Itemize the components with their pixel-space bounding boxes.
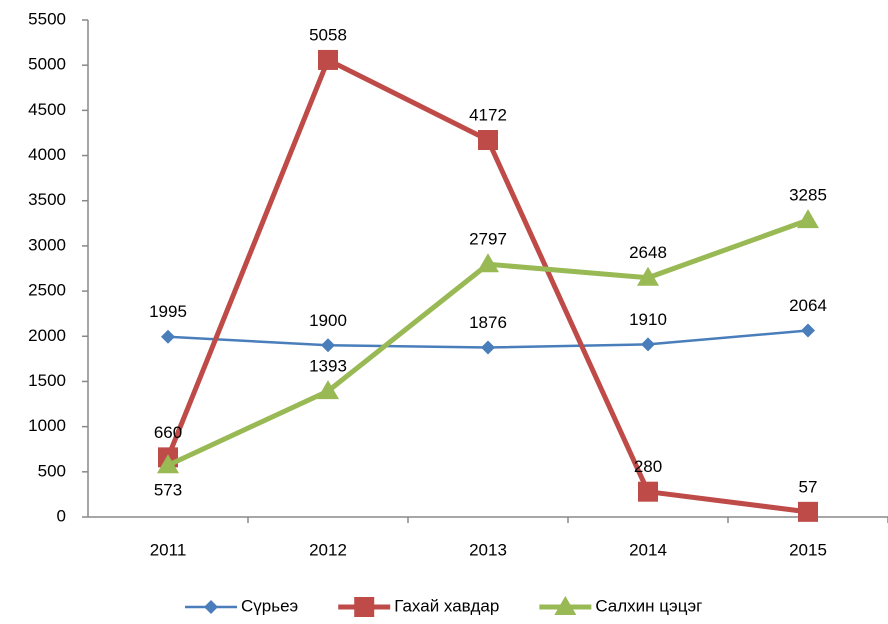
data-label: 1910 bbox=[629, 310, 667, 329]
marker bbox=[637, 266, 659, 286]
y-tick-label: 5000 bbox=[28, 55, 66, 74]
y-tick-label: 2000 bbox=[28, 326, 66, 345]
marker bbox=[798, 501, 818, 522]
data-label: 57 bbox=[799, 477, 818, 496]
marker bbox=[354, 597, 375, 617]
y-tick-label: 2500 bbox=[28, 281, 66, 300]
y-tick-label: 3500 bbox=[28, 190, 66, 209]
legend-label: Салхин цэцэг bbox=[595, 596, 702, 615]
y-tick-label: 0 bbox=[57, 506, 66, 525]
data-label: 1995 bbox=[149, 302, 187, 321]
marker bbox=[797, 209, 819, 229]
y-tick-label: 3000 bbox=[28, 235, 66, 254]
data-label: 1900 bbox=[309, 311, 347, 330]
marker bbox=[478, 130, 498, 151]
data-label: 2797 bbox=[469, 230, 507, 249]
y-tick-label: 1500 bbox=[28, 371, 66, 390]
marker bbox=[321, 338, 335, 353]
x-tick-label: 2015 bbox=[789, 540, 827, 559]
data-label: 4172 bbox=[469, 105, 507, 124]
y-tick-label: 500 bbox=[38, 461, 66, 480]
marker bbox=[641, 337, 655, 352]
marker bbox=[554, 596, 577, 615]
data-label: 2064 bbox=[789, 296, 827, 315]
data-label: 1876 bbox=[469, 313, 507, 332]
marker bbox=[481, 340, 495, 355]
marker bbox=[801, 323, 815, 338]
marker bbox=[317, 380, 339, 400]
x-tick-label: 2013 bbox=[469, 540, 507, 559]
legend-label: Гахай хавдар bbox=[394, 596, 499, 615]
marker bbox=[477, 253, 499, 273]
x-tick-label: 2014 bbox=[629, 540, 667, 559]
marker bbox=[638, 481, 658, 502]
data-label: 2648 bbox=[629, 243, 667, 262]
data-label: 280 bbox=[634, 457, 662, 476]
data-label: 660 bbox=[154, 423, 182, 442]
data-label: 573 bbox=[154, 481, 182, 500]
x-tick-label: 2012 bbox=[309, 540, 347, 559]
y-tick-label: 4000 bbox=[28, 145, 66, 164]
x-tick-label: 2011 bbox=[150, 540, 187, 559]
marker bbox=[318, 49, 338, 70]
legend-label: Сүрьеэ bbox=[241, 596, 298, 615]
y-tick-label: 1000 bbox=[28, 416, 66, 435]
marker bbox=[204, 600, 218, 614]
data-label: 3285 bbox=[789, 186, 827, 205]
y-tick-label: 5500 bbox=[28, 9, 66, 28]
series-line bbox=[165, 57, 809, 515]
marker bbox=[157, 454, 179, 474]
marker bbox=[161, 329, 175, 344]
data-label: 5058 bbox=[309, 25, 347, 44]
y-tick-label: 4500 bbox=[28, 100, 66, 119]
data-label: 1393 bbox=[309, 357, 347, 376]
